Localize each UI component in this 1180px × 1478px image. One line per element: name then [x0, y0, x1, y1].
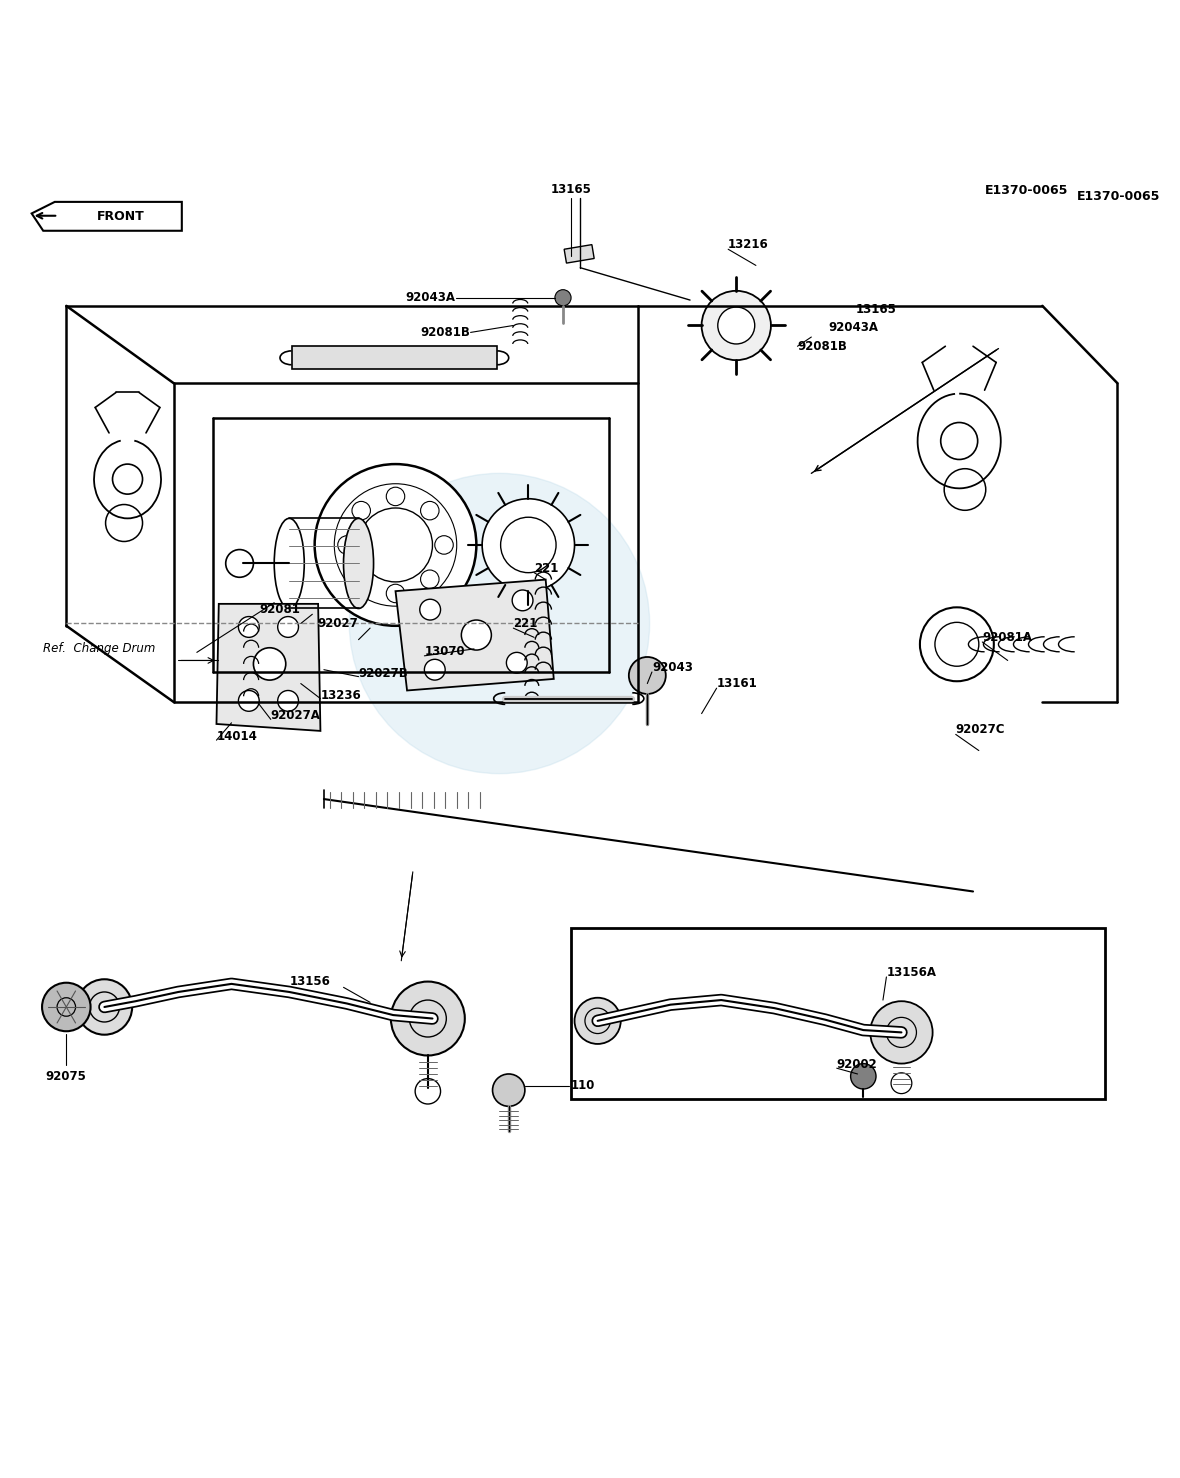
Circle shape [225, 550, 254, 578]
Text: 92027: 92027 [317, 616, 358, 630]
Bar [291, 346, 497, 370]
Text: 13161: 13161 [716, 677, 758, 690]
Text: 92081A: 92081A [982, 631, 1032, 644]
Circle shape [77, 980, 132, 1035]
Polygon shape [216, 605, 321, 732]
Text: Ref.  Change Drum: Ref. Change Drum [44, 643, 156, 655]
Circle shape [500, 517, 556, 572]
Circle shape [629, 658, 666, 695]
Bar [571, 928, 1104, 1100]
Text: E1370-0065: E1370-0065 [1077, 191, 1160, 204]
Text: 92027A: 92027A [270, 709, 321, 723]
Text: E1370-0065: E1370-0065 [984, 183, 1068, 197]
Polygon shape [32, 202, 182, 231]
Circle shape [254, 647, 286, 680]
Polygon shape [564, 245, 595, 263]
Text: 221: 221 [513, 616, 538, 630]
Circle shape [386, 488, 405, 505]
Circle shape [42, 983, 91, 1032]
Text: 92075: 92075 [46, 1070, 87, 1083]
Polygon shape [395, 579, 553, 690]
Circle shape [349, 473, 650, 773]
Circle shape [461, 621, 491, 650]
Circle shape [717, 307, 755, 344]
Circle shape [492, 1075, 525, 1107]
Circle shape [483, 498, 575, 591]
Circle shape [512, 590, 533, 610]
Text: 13070: 13070 [425, 644, 465, 658]
Circle shape [277, 616, 299, 637]
Circle shape [506, 652, 527, 672]
Text: 92027C: 92027C [956, 723, 1005, 736]
Text: 14014: 14014 [216, 730, 257, 743]
Ellipse shape [274, 519, 304, 609]
Circle shape [870, 1001, 932, 1064]
Text: 92027B: 92027B [359, 667, 408, 680]
Text: OEM: OEM [468, 591, 531, 615]
Text: 92043A: 92043A [406, 291, 455, 304]
Circle shape [891, 1073, 912, 1094]
Text: 13156A: 13156A [886, 965, 937, 978]
Circle shape [420, 599, 440, 621]
Circle shape [920, 607, 994, 681]
Circle shape [315, 464, 477, 625]
Text: 221: 221 [535, 562, 558, 575]
Circle shape [238, 616, 260, 637]
Circle shape [575, 998, 621, 1043]
Circle shape [702, 291, 771, 361]
Circle shape [391, 981, 465, 1055]
Text: 92081: 92081 [260, 603, 300, 616]
Circle shape [420, 571, 439, 588]
Circle shape [386, 584, 405, 603]
Text: 110: 110 [571, 1079, 596, 1092]
Circle shape [434, 535, 453, 554]
Text: FRONT: FRONT [97, 210, 144, 223]
Text: 92043A: 92043A [828, 321, 879, 334]
Text: 92081B: 92081B [421, 327, 471, 338]
Circle shape [337, 535, 356, 554]
Circle shape [555, 290, 571, 306]
Circle shape [359, 508, 432, 582]
Text: 92081B: 92081B [798, 340, 847, 353]
Text: 13165: 13165 [551, 183, 591, 197]
Circle shape [352, 501, 371, 520]
Circle shape [425, 659, 445, 680]
Circle shape [851, 1064, 876, 1089]
Circle shape [352, 571, 371, 588]
Text: 92043: 92043 [651, 661, 693, 674]
Ellipse shape [343, 519, 374, 609]
Circle shape [415, 1079, 440, 1104]
Text: 92002: 92002 [837, 1058, 878, 1072]
Text: MOTORPARTS: MOTORPARTS [459, 627, 539, 638]
Circle shape [420, 501, 439, 520]
Circle shape [277, 690, 299, 711]
Text: 13216: 13216 [728, 238, 769, 251]
Text: 13165: 13165 [856, 303, 896, 316]
Text: 13236: 13236 [321, 689, 361, 702]
Text: 13156: 13156 [289, 975, 330, 989]
Circle shape [238, 690, 260, 711]
